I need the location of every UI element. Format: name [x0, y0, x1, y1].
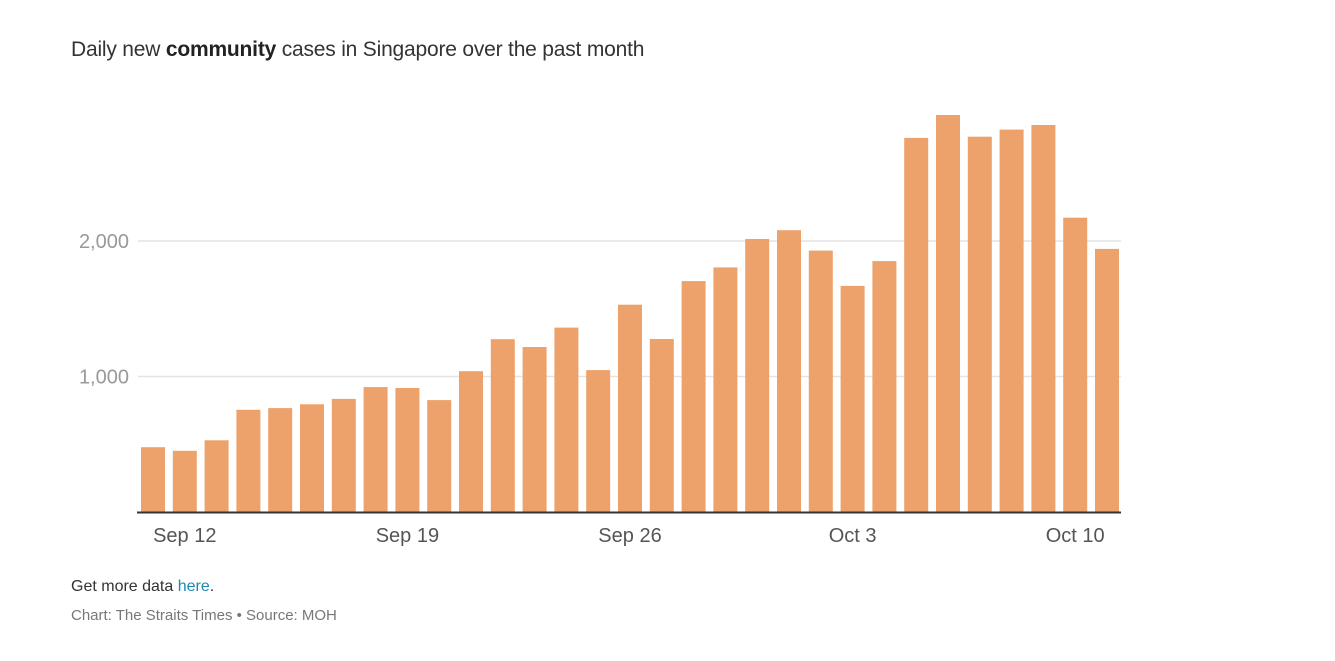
bar-sep-29	[713, 267, 738, 512]
axes: 1,000 2,000 Sep 12 Sep 19 Sep 26 Oct 3 Oct 10	[79, 231, 1121, 547]
bar-oct-9	[1031, 125, 1056, 512]
bar-oct-2	[808, 250, 833, 512]
bar-oct-10	[1063, 217, 1088, 512]
more-data-link[interactable]: here	[177, 578, 210, 595]
chart-title: Daily new community cases in Singapore o…	[71, 38, 644, 62]
bar-oct-11	[1095, 248, 1119, 512]
bar-oct-4	[872, 261, 897, 512]
bar-sep-11	[141, 447, 165, 512]
more-data-text: Get more data	[71, 578, 178, 595]
x-tick-label: Oct 10	[1046, 525, 1105, 547]
x-tick-label: Sep 12	[153, 525, 216, 547]
bar-sep-22	[490, 339, 515, 512]
chart-credit: Chart: The Straits Times • Source: MOH	[71, 607, 337, 624]
bar-sep-24	[554, 327, 579, 512]
y-tick-label: 1,000	[79, 367, 129, 389]
bar-sep-13	[204, 440, 229, 512]
bar-sep-28	[681, 281, 706, 512]
bar-sep-30	[745, 239, 770, 512]
bars	[141, 115, 1119, 512]
bar-oct-5	[904, 137, 929, 512]
bar-oct-1	[777, 230, 801, 512]
x-tick-label: Oct 3	[829, 525, 877, 547]
x-tick-label: Sep 26	[598, 525, 661, 547]
chart-title-suffix: cases in Singapore over the past month	[276, 38, 645, 61]
bar-oct-3	[840, 285, 865, 512]
bar-sep-20	[427, 400, 452, 512]
bar-sep-16	[300, 404, 324, 512]
bar-oct-8	[999, 129, 1024, 512]
more-data-period: .	[209, 578, 215, 595]
y-tick-label: 2,000	[79, 231, 129, 253]
bar-sep-19	[395, 388, 420, 512]
bar-sep-26	[618, 304, 642, 512]
bar-sep-21	[459, 371, 483, 512]
more-data-line: Get more data here.	[71, 578, 214, 596]
bar-sep-18	[363, 387, 388, 512]
bar-sep-12	[172, 450, 197, 512]
bar-sep-14	[236, 409, 261, 512]
bar-oct-6	[936, 115, 960, 512]
bar-sep-23	[522, 347, 547, 512]
chart-title-strong: community	[165, 38, 277, 61]
bar-oct-7	[967, 136, 992, 512]
bar-sep-25	[586, 370, 611, 512]
bar-sep-27	[649, 339, 674, 512]
bar-sep-17	[331, 398, 356, 512]
bar-sep-15	[268, 408, 293, 512]
chart-title-prefix: Daily new	[71, 38, 166, 61]
x-tick-label: Sep 19	[376, 525, 439, 547]
